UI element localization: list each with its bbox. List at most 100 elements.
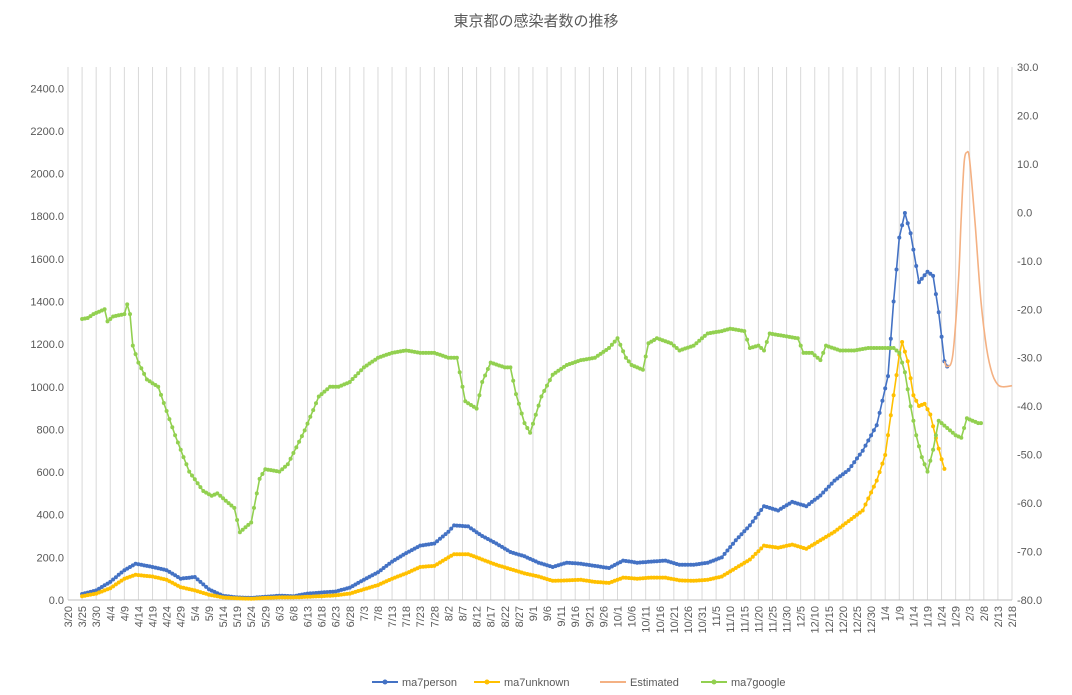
- data-point-ma7person: [435, 539, 440, 544]
- data-point-ma7unknown: [683, 578, 688, 583]
- data-point-ma7google: [674, 346, 679, 350]
- data-point-ma7unknown: [240, 596, 245, 601]
- data-point-ma7google: [130, 343, 135, 348]
- data-point-ma7google: [595, 353, 600, 358]
- data-point-ma7unknown: [846, 519, 851, 524]
- y-left-tick-label: 800.0: [36, 424, 64, 436]
- data-point-ma7google: [105, 319, 110, 324]
- data-point-ma7unknown: [888, 413, 893, 418]
- data-point-ma7google: [190, 473, 194, 478]
- x-tick-label: 4/9: [119, 606, 131, 621]
- data-point-ma7person: [116, 572, 121, 577]
- data-point-ma7google: [353, 374, 358, 379]
- data-point-ma7person: [677, 562, 682, 567]
- data-point-ma7google: [700, 336, 704, 341]
- data-point-ma7person: [897, 235, 902, 240]
- x-tick-label: 10/1: [612, 606, 624, 627]
- data-point-ma7google: [322, 389, 327, 394]
- x-tick-label: 1/29: [951, 606, 963, 627]
- data-point-ma7unknown: [756, 549, 761, 554]
- data-point-ma7person: [688, 562, 693, 567]
- legend-swatch-marker: [382, 679, 388, 685]
- data-point-ma7google: [161, 401, 166, 405]
- data-point-ma7google: [891, 346, 896, 350]
- data-point-ma7google: [356, 371, 361, 376]
- data-point-ma7google: [933, 433, 938, 438]
- data-point-ma7google: [547, 378, 552, 383]
- data-point-ma7google: [466, 401, 471, 406]
- legend-item: ma7unknown: [474, 677, 569, 689]
- data-point-ma7person: [933, 292, 938, 297]
- data-point-ma7google: [900, 360, 905, 365]
- data-point-ma7google: [328, 384, 333, 389]
- data-point-ma7google: [818, 358, 823, 363]
- y-left-tick-label: 1200.0: [30, 339, 64, 351]
- x-tick-label: 8/22: [500, 606, 512, 627]
- data-point-ma7person: [877, 410, 882, 415]
- data-point-ma7unknown: [266, 595, 271, 600]
- x-tick-label: 4/29: [176, 606, 188, 627]
- data-point-ma7google: [102, 307, 107, 312]
- data-point-ma7unknown: [883, 453, 888, 457]
- data-point-ma7google: [697, 338, 702, 343]
- data-point-ma7google: [418, 350, 423, 355]
- grid: [67, 67, 1013, 600]
- data-point-ma7person: [683, 562, 688, 567]
- data-point-ma7person: [866, 438, 871, 443]
- data-point-ma7person: [914, 264, 919, 268]
- data-point-ma7person: [477, 532, 482, 537]
- data-point-ma7google: [533, 412, 538, 417]
- data-point-ma7person: [378, 568, 383, 573]
- legend-item: Estimated: [600, 677, 679, 689]
- data-point-ma7person: [654, 559, 659, 564]
- data-point-ma7person: [815, 495, 820, 500]
- data-point-ma7google: [897, 350, 902, 355]
- x-tick-label: 8/2: [443, 606, 455, 621]
- y-left-tick-label: 2000.0: [30, 169, 64, 181]
- x-tick-label: 12/10: [810, 606, 822, 634]
- x-tick-label: 7/18: [401, 606, 413, 627]
- y-right-tick-label: -50.0: [1017, 450, 1042, 462]
- data-point-ma7google: [979, 421, 983, 426]
- data-point-ma7google: [246, 522, 251, 527]
- data-point-ma7google: [939, 421, 944, 426]
- data-point-ma7unknown: [928, 412, 933, 417]
- data-point-ma7unknown: [894, 373, 899, 378]
- data-point-ma7google: [671, 343, 676, 348]
- data-point-ma7person: [928, 271, 933, 276]
- data-point-ma7google: [914, 433, 919, 438]
- data-point-ma7person: [855, 456, 859, 461]
- data-point-ma7google: [136, 360, 141, 365]
- data-point-ma7unknown: [922, 401, 927, 406]
- data-point-ma7google: [232, 505, 237, 510]
- data-point-ma7google: [888, 346, 893, 350]
- data-point-ma7google: [147, 379, 152, 384]
- data-point-ma7person: [891, 299, 896, 304]
- series-ma7google: [80, 302, 983, 535]
- x-tick-label: 9/6: [542, 606, 554, 621]
- data-point-ma7google: [539, 394, 544, 399]
- x-tick-label: 10/31: [697, 606, 709, 634]
- data-point-ma7google: [894, 348, 899, 353]
- x-tick-label: 11/10: [725, 606, 737, 633]
- data-point-ma7google: [880, 346, 885, 350]
- data-point-ma7unknown: [855, 512, 859, 517]
- x-tick-label: 4/19: [148, 606, 160, 627]
- y-right-tick-label: -10.0: [1017, 256, 1042, 268]
- data-point-ma7unknown: [457, 552, 462, 557]
- data-point-ma7unknown: [576, 577, 580, 582]
- data-point-ma7google: [184, 462, 189, 467]
- data-point-ma7google: [883, 346, 888, 350]
- data-point-ma7google: [609, 342, 614, 347]
- data-point-ma7google: [187, 469, 192, 474]
- x-tick-label: 1/14: [908, 606, 920, 627]
- data-point-ma7google: [623, 355, 628, 360]
- x-tick-label: 8/27: [514, 606, 526, 627]
- data-point-ma7person: [195, 577, 200, 582]
- data-point-ma7person: [919, 276, 924, 281]
- x-tick-label: 11/20: [753, 606, 765, 633]
- series-line-Estimated: [943, 150, 1013, 388]
- x-tick-label: 5/9: [204, 606, 216, 621]
- data-point-ma7google: [477, 393, 482, 398]
- data-point-ma7person: [376, 570, 380, 575]
